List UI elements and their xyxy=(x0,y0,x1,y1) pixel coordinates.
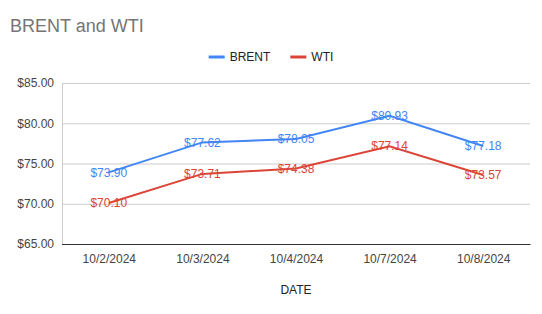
x-axis-title: DATE xyxy=(280,283,311,297)
data-label: $73.90 xyxy=(90,166,127,180)
x-tick: 10/4/2024 xyxy=(270,244,324,266)
data-label: $73.57 xyxy=(465,168,502,182)
y-tick-label: $85.00 xyxy=(17,76,54,90)
x-tick-label: 10/2/2024 xyxy=(83,252,137,266)
x-tick: 10/2/2024 xyxy=(83,244,137,266)
legend-label: BRENT xyxy=(230,50,271,64)
x-tick: 10/3/2024 xyxy=(176,244,230,266)
legend-swatch xyxy=(290,56,306,59)
legend-label: WTI xyxy=(311,50,333,64)
y-tick-label: $70.00 xyxy=(17,197,54,211)
x-axis: 10/2/2024 10/3/2024 10/4/2024 10/7/2024 10/8… xyxy=(63,244,531,266)
data-label: $73.71 xyxy=(184,167,221,181)
data-label: $77.18 xyxy=(465,139,502,153)
legend-swatch xyxy=(209,56,225,59)
y-tick: $80.00 xyxy=(17,117,530,131)
data-label: $74.38 xyxy=(278,162,315,176)
x-tick: 10/8/2024 xyxy=(457,244,511,266)
data-label: $70.10 xyxy=(90,196,127,210)
y-tick: $85.00 xyxy=(17,76,530,90)
chart: BRENT and WTI $65.00 $70.00 $75.00 $80.00 $85… xyxy=(0,0,542,314)
legend: BRENT WTI xyxy=(209,50,334,64)
grid-line xyxy=(62,204,530,205)
y-tick-label: $80.00 xyxy=(17,117,54,131)
title: BRENT and WTI xyxy=(10,16,144,36)
x-tick-label: 10/8/2024 xyxy=(457,252,511,266)
y-tick: $70.00 xyxy=(17,197,530,211)
grid-line xyxy=(62,123,530,124)
y-tick-label: $65.00 xyxy=(17,237,54,251)
x-tick-label: 10/4/2024 xyxy=(270,252,324,266)
data-label: $77.14 xyxy=(371,139,408,153)
data-label: $78.05 xyxy=(278,132,315,146)
y-tick: $65.00 xyxy=(17,237,530,251)
legend-item: BRENT xyxy=(209,50,271,64)
x-tick-label: 10/7/2024 xyxy=(363,252,417,266)
y-axis-line xyxy=(63,84,531,245)
grid-line xyxy=(62,83,530,84)
series-line xyxy=(109,146,483,203)
lines xyxy=(109,116,483,203)
data-label: $80.93 xyxy=(371,109,408,123)
legend-item: WTI xyxy=(290,50,333,64)
x-tick-label: 10/3/2024 xyxy=(176,252,230,266)
grid-line xyxy=(62,244,530,245)
data-label: $77.62 xyxy=(184,136,221,150)
y-tick-label: $75.00 xyxy=(17,157,54,171)
y-axis: $65.00 $70.00 $75.00 $80.00 $85.00 xyxy=(17,76,530,251)
x-axis-line xyxy=(63,244,531,245)
x-tick: 10/7/2024 xyxy=(363,244,417,266)
data-labels: $73.90 $77.62 $78.05 $80.93 $77.18 $70.10 $73.… xyxy=(90,109,501,210)
